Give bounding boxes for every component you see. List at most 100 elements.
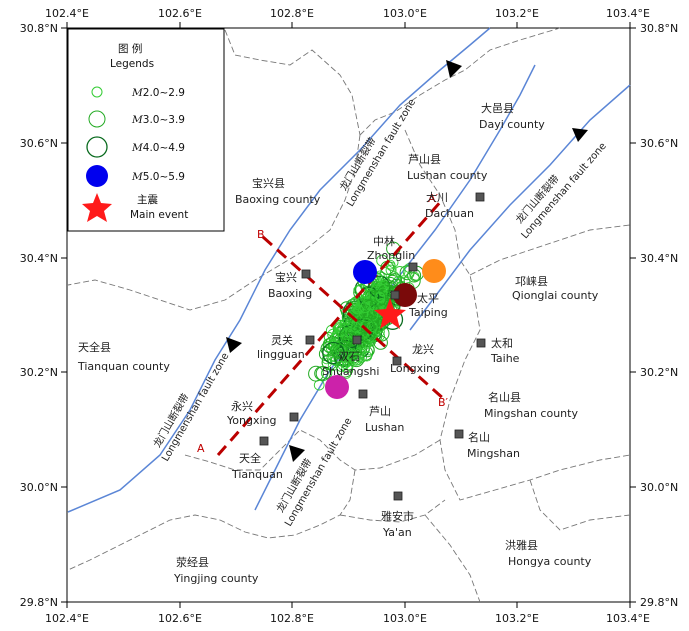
town-label-cn: 灵关 (271, 333, 293, 347)
lat-tick-label: 30.4°N (640, 252, 678, 265)
thrust-triangle-icon (226, 337, 242, 353)
thrust-markers (226, 60, 588, 462)
fault-line-east (409, 84, 631, 331)
legend-item-m3: M3.0~3.9 (131, 114, 185, 126)
town-label-cn: 名山 (468, 430, 490, 444)
county-label-en: Qionglai county (512, 289, 599, 302)
legend-star-icon (82, 193, 112, 222)
aftershock-circle (334, 325, 347, 338)
town-label-cn: 龙兴 (412, 343, 434, 356)
aftershock-circle (350, 354, 362, 366)
county-label-en: Hongya county (508, 555, 592, 568)
profile-line-bb (261, 235, 447, 402)
town-label-en: Baoxing (268, 287, 312, 300)
thrust-triangle-icon (289, 445, 305, 462)
legend-title-en: Legends (110, 58, 154, 70)
county-label-en: Dayi county (479, 118, 545, 131)
legend-title-cn: 图 例 (118, 42, 142, 55)
lat-ticks-left: 30.8°N 30.6°N 30.4°N 30.2°N 30.0°N 29.8°… (20, 22, 58, 609)
county-label-en: Mingshan county (484, 407, 578, 420)
town-label-cn: 天全 (239, 451, 261, 465)
lat-tick-label: 30.6°N (640, 137, 678, 150)
aftershock-circle (341, 361, 353, 374)
town-square-icon (259, 436, 269, 446)
profile-label-b-prime: B′ (438, 396, 449, 409)
aftershock-cluster (308, 241, 425, 391)
aftershock-circle (350, 321, 362, 333)
profile-lines (216, 199, 447, 456)
aftershock-circle (375, 326, 385, 337)
lon-tick-label: 102.6°E (158, 612, 202, 625)
aftershock-circle (322, 341, 345, 365)
county-label-en: Tianquan county (77, 360, 170, 373)
lat-ticks-right: 30.8°N 30.6°N 30.4°N 30.2°N 30.0°N 29.8°… (640, 22, 678, 609)
profile-label-b: B (257, 228, 265, 241)
town-markers (259, 192, 486, 501)
legend-box (67, 28, 225, 232)
legend-symbol-m2 (91, 86, 103, 98)
town-label-en: Mingshan (467, 447, 520, 460)
town-label-en: Yongxing (226, 414, 276, 427)
lon-tick-label: 102.8°E (270, 612, 314, 625)
town-label-cn: 中林 (373, 234, 395, 248)
lat-tick-label: 30.8°N (640, 22, 678, 35)
town-square-icon (390, 290, 400, 300)
lat-tick-label: 30.2°N (640, 366, 678, 379)
town-label-cn: 芦山 (369, 405, 391, 418)
aftershock-circle (308, 365, 324, 382)
town-label-en: Taihe (490, 352, 520, 365)
aftershock-circle (354, 305, 364, 315)
legend-main-cn: 主震 (137, 194, 158, 206)
lon-tick-label: 103.4°E (606, 612, 650, 625)
town-label-en: lingguan (257, 348, 305, 361)
aftershock-circle (335, 360, 347, 372)
fault-label-upper: 龙门山断裂带 Longmenshan fault zone (337, 97, 419, 208)
legend: 图 例 Legends M2.0~2.9 M3.0~3.9 M4.0~4.9 M… (67, 28, 225, 232)
main-event-star-icon (374, 298, 406, 329)
aftershock-circle (387, 273, 403, 288)
county-label-cn: 大邑县 (481, 101, 514, 115)
fault-label-en: Longmenshan fault zone (520, 141, 609, 241)
thrust-triangle-icon (572, 128, 588, 142)
county-label-cn: 芦山县 (408, 153, 441, 166)
m5-event-blue (353, 260, 377, 284)
aftershock-circle (334, 320, 346, 332)
tick-marks (61, 22, 636, 608)
aftershock-circle (342, 357, 353, 368)
lat-tick-label: 29.8°N (640, 596, 678, 609)
lat-tick-label: 30.8°N (20, 22, 58, 35)
legend-symbol-m5 (86, 165, 108, 187)
town-label-cn: 太平 (417, 292, 439, 305)
county-label-cn: 邛崃县 (515, 275, 548, 288)
lat-tick-label: 30.4°N (20, 252, 58, 265)
town-label-cn: 双石 (338, 350, 360, 363)
town-label-cn: 宝兴 (275, 270, 297, 284)
town-square-icon (454, 429, 464, 439)
town-label-cn: 雅安市 (381, 509, 414, 523)
legend-item-m5: M5.0~5.9 (131, 171, 185, 183)
aftershock-circle (366, 331, 378, 343)
lat-tick-label: 30.6°N (20, 137, 58, 150)
lon-tick-label: 102.8°E (270, 7, 314, 20)
county-label-cn: 名山县 (488, 390, 521, 404)
aftershock-circle (354, 347, 366, 359)
lon-tick-label: 102.4°E (45, 612, 89, 625)
town-label-en: Lushan (365, 421, 404, 434)
lon-tick-label: 103.2°E (495, 612, 539, 625)
town-square-icon (408, 262, 418, 272)
lat-tick-label: 30.0°N (640, 481, 678, 494)
county-label-en: Baoxing county (235, 193, 321, 206)
town-square-icon (352, 335, 362, 345)
town-square-icon (393, 491, 403, 501)
town-label-en: Tianquan (231, 468, 283, 481)
town-square-icon (305, 335, 315, 345)
profile-label-a: A (197, 442, 205, 455)
lon-tick-label: 103.4°E (606, 7, 650, 20)
aftershock-circle (363, 298, 380, 315)
county-label-en: Lushan county (407, 169, 488, 182)
thrust-triangle-icon (446, 60, 462, 78)
town-label-en: Longxing (390, 362, 440, 375)
lon-tick-label: 103.0°E (383, 612, 427, 625)
lon-tick-label: 102.4°E (45, 7, 89, 20)
